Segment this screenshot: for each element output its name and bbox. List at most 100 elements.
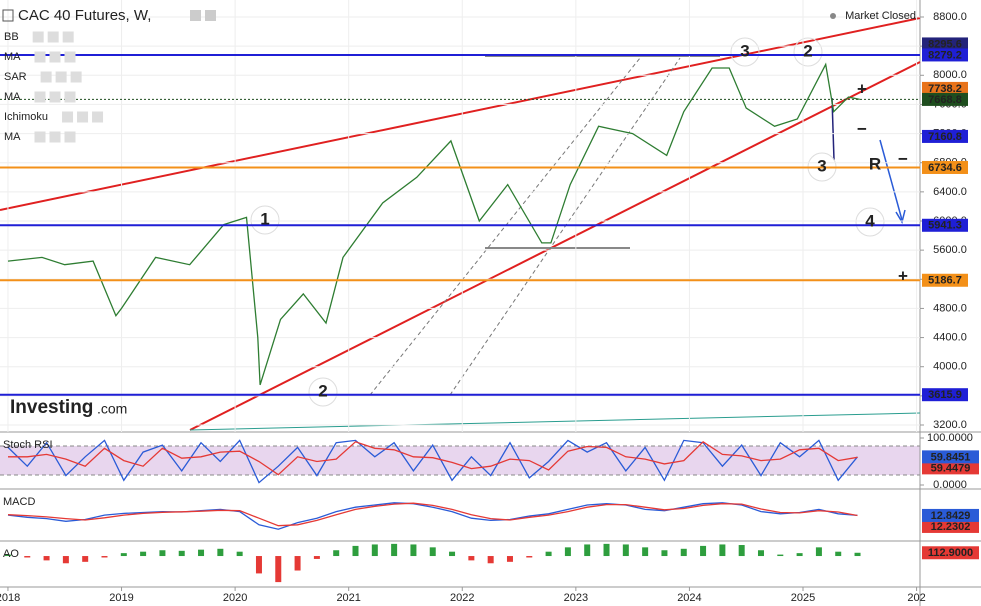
x-tick-label: 2023 <box>564 592 588 604</box>
bar <box>815 547 822 557</box>
bar <box>333 550 340 557</box>
panel-title: MACD <box>3 496 35 508</box>
indicator-icon <box>32 31 44 43</box>
indicator-icon <box>64 131 76 143</box>
price-tag-label: 7738.2 <box>928 83 962 95</box>
bar <box>719 544 726 557</box>
y-tick-label: 100.0000 <box>927 432 973 444</box>
bar <box>313 556 320 559</box>
bar <box>236 551 243 557</box>
price-tag-label: 5186.7 <box>928 275 962 287</box>
y-tick-label: 5600.0 <box>933 244 967 256</box>
indicator-icon <box>34 51 46 63</box>
panel-title: AO <box>3 548 19 560</box>
wave-label: 3 <box>740 41 749 60</box>
bar <box>178 550 185 557</box>
bar <box>564 547 571 557</box>
y-tick-label: 3200.0 <box>933 419 967 431</box>
bar <box>217 548 224 557</box>
y-tick-label: 4000.0 <box>933 361 967 373</box>
y-tick-label: 6400.0 <box>933 186 967 198</box>
indicator-icon <box>62 31 74 43</box>
price-tag <box>922 450 979 464</box>
bar <box>680 548 687 557</box>
market-status: Market Closed <box>845 10 916 22</box>
x-tick-label: 2018 <box>0 592 20 604</box>
price-tag-label: 3615.9 <box>928 389 962 401</box>
bar <box>526 556 533 558</box>
price-tag <box>922 48 968 62</box>
logo-suffix: .com <box>97 401 127 417</box>
indicator-icon <box>49 91 61 103</box>
price-tag <box>922 461 979 475</box>
indicator-icon <box>64 91 76 103</box>
indicator-icon <box>34 91 46 103</box>
wave-label: R <box>869 154 881 173</box>
bar <box>82 556 89 562</box>
bar <box>4 554 11 557</box>
wave-label: 1 <box>260 209 269 228</box>
x-tick-label: 2021 <box>336 592 360 604</box>
bar <box>24 556 31 558</box>
bar <box>854 552 861 557</box>
indicator-icon <box>70 71 82 83</box>
x-tick-label: 2025 <box>791 592 815 604</box>
price-tag <box>922 160 968 174</box>
bar <box>294 556 301 571</box>
wave-label: 2 <box>318 381 327 400</box>
settings-icon <box>205 10 216 21</box>
wave-label: 3 <box>817 156 826 175</box>
price-tag-label: 59.4479 <box>931 462 971 474</box>
indicator-icon <box>62 111 74 123</box>
indicator-icon <box>47 31 59 43</box>
indicator-label: BB <box>4 31 19 43</box>
chart-title: CAC 40 Futures, W, <box>18 7 151 24</box>
bar <box>468 556 475 561</box>
bar <box>101 556 108 558</box>
bar <box>352 545 359 557</box>
logo: Investing <box>10 397 93 418</box>
data-line <box>7 502 858 527</box>
bar <box>449 551 456 557</box>
indicator-icon <box>49 131 61 143</box>
bar <box>835 551 842 557</box>
y-tick-label: 4400.0 <box>933 331 967 343</box>
bar <box>120 553 127 557</box>
price-tag-label: 112.9000 <box>928 547 973 559</box>
title-icon <box>2 9 14 22</box>
bar <box>275 556 282 583</box>
bar <box>159 550 166 557</box>
drawings <box>0 17 921 431</box>
x-tick-label: 2020 <box>223 592 247 604</box>
bar <box>506 556 513 562</box>
price-tag <box>922 218 968 232</box>
price-tag <box>922 37 968 51</box>
indicator-icon <box>92 111 104 123</box>
wave-label: − <box>857 119 867 138</box>
bar <box>391 543 398 557</box>
price-tag-label: 7160.8 <box>928 131 962 143</box>
bar <box>140 551 147 557</box>
price-tag-label: 12.8429 <box>931 510 971 522</box>
bar <box>661 550 668 557</box>
price-tag <box>922 129 968 143</box>
bar <box>410 544 417 557</box>
indicator-label: MA <box>4 131 21 143</box>
data-line <box>7 62 860 386</box>
bar <box>700 545 707 557</box>
wave-label: + <box>857 79 867 98</box>
price-tag-label: 8295.6 <box>928 38 962 50</box>
bar <box>622 544 629 557</box>
wave-label: + <box>898 266 908 285</box>
bar <box>545 551 552 557</box>
indicator-label: MA <box>4 51 21 63</box>
indicator-icon <box>64 51 76 63</box>
bar <box>757 550 764 557</box>
data-line <box>7 502 858 530</box>
price-tag <box>922 388 968 402</box>
data-line <box>7 439 859 484</box>
price-tag-label: 8279.2 <box>928 49 962 61</box>
